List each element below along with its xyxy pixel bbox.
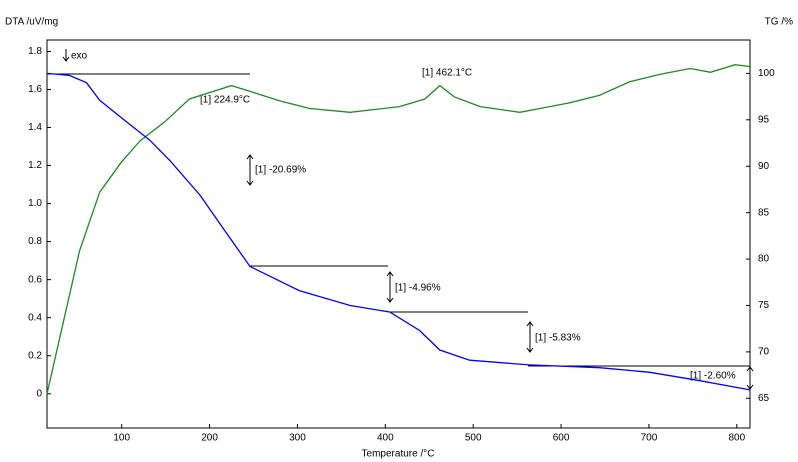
annotation: [1] 462.1°C: [422, 68, 472, 79]
y2-tick-label: 95: [758, 114, 770, 125]
y2-tick-label: 75: [758, 300, 770, 311]
y2-tick-label: 85: [758, 207, 770, 218]
y-tick-label: 0.6: [28, 274, 42, 285]
x-tick-label: 500: [465, 433, 482, 444]
annotation: [1] -5.83%: [535, 333, 581, 344]
annotation: [1] 224.9°C: [200, 95, 250, 106]
annotation: [1] -20.69%: [255, 165, 306, 176]
annotation: [1] -4.96%: [395, 283, 441, 294]
step-arrow: [746, 366, 754, 390]
x-axis-title: Temperature /°C: [362, 449, 435, 460]
y-tick-label: 1.4: [28, 122, 42, 133]
y2-tick-label: 90: [758, 161, 770, 172]
y2-tick-label: 80: [758, 254, 770, 265]
data-line: [46, 72, 751, 391]
y-tick-label: 1.0: [28, 198, 42, 209]
annotation: [1] -2.60%: [690, 371, 736, 382]
annotation: exo: [71, 51, 88, 62]
y2-axis-title: TG /%: [765, 17, 793, 28]
step-arrow: [246, 154, 254, 186]
step-arrow: [526, 321, 534, 353]
y2-tick-label: 100: [758, 68, 775, 79]
x-tick-label: 100: [113, 433, 130, 444]
y-tick-label: 0.2: [28, 350, 42, 361]
step-arrow: [386, 271, 394, 303]
y-tick-label: 1.6: [28, 84, 42, 95]
x-tick-label: 300: [289, 433, 306, 444]
y-axis-title: DTA /uV/mg: [5, 17, 58, 28]
y-tick-label: 0.4: [28, 312, 42, 323]
x-tick-label: 800: [728, 433, 745, 444]
exo-arrow-head: [62, 56, 70, 62]
y-tick-label: 1.2: [28, 160, 42, 171]
data-line: [46, 64, 751, 394]
x-tick-label: 200: [201, 433, 218, 444]
y2-tick-label: 65: [758, 393, 770, 404]
y-tick-label: 0.8: [28, 236, 42, 247]
x-tick-label: 400: [377, 433, 394, 444]
y-tick-label: 1.8: [28, 46, 42, 57]
plot-frame: [46, 39, 751, 429]
annotations: exo [1] 224.9°C [1] 462.1°C [1] -20.69% …: [47, 49, 754, 390]
x-tick-label: 600: [553, 433, 570, 444]
y-tick-label: 0: [36, 388, 42, 399]
y2-tick-label: 70: [758, 347, 770, 358]
x-tick-label: 700: [641, 433, 658, 444]
